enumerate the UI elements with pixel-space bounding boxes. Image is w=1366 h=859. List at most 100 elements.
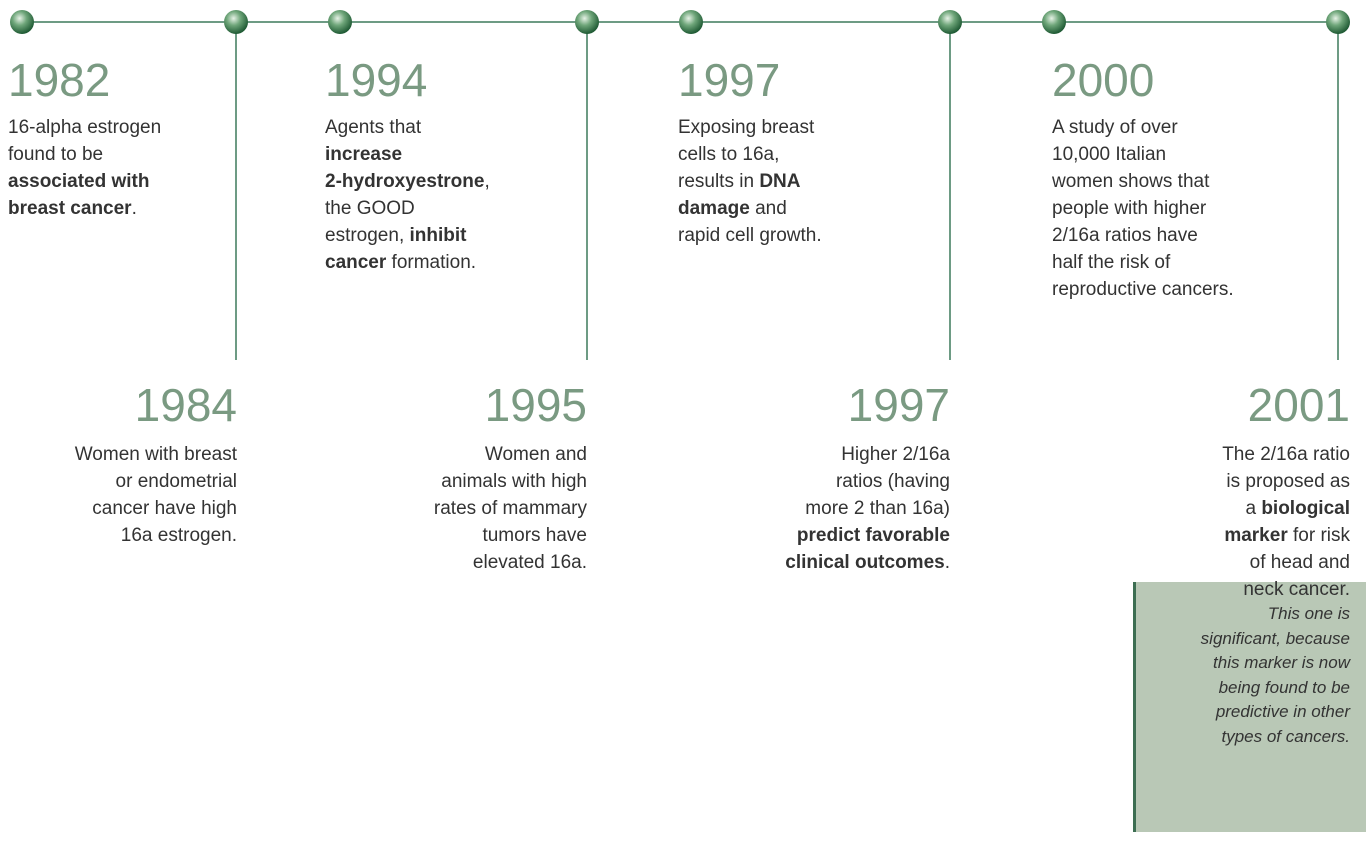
text: half the risk of [1052, 252, 1171, 273]
text-line: cells to 16a, [678, 141, 779, 168]
text-line: half the risk of [1052, 249, 1170, 276]
timeline-dot [224, 10, 248, 34]
text: . [131, 198, 137, 219]
bold-text: cancer [325, 252, 387, 273]
bold-text: increase [325, 144, 403, 165]
text: for risk [1287, 525, 1350, 546]
text-line: rates of mammary [434, 495, 587, 522]
text-line: 16-alpha estrogen [8, 114, 161, 141]
text-line: or endometrial [116, 468, 237, 495]
bold-text: clinical outcomes [785, 552, 945, 573]
bold-text: inhibit [409, 225, 467, 246]
text: more 2 than 16a) [805, 498, 950, 519]
text: . [944, 552, 950, 573]
bold-text: damage [678, 198, 750, 219]
text: A study of over [1052, 117, 1178, 138]
text: animals with high [441, 471, 587, 492]
text-line: Exposing breast [678, 114, 814, 141]
text-line: associated with [8, 168, 150, 195]
text: reproductive cancers. [1052, 279, 1234, 300]
text-line: animals with high [441, 468, 587, 495]
text: of head and [1249, 552, 1350, 573]
text: and [749, 198, 787, 219]
year: 2001 [1247, 379, 1350, 431]
text: tumors have [482, 525, 587, 546]
text-line: results in DNA [678, 168, 800, 195]
text: Agents that [325, 117, 422, 138]
text: Women with breast [74, 444, 237, 465]
text-line: Higher 2/16a [841, 441, 950, 468]
text-line: cancer formation. [325, 249, 476, 276]
text-line: tumors have [482, 522, 587, 549]
text-line: found to be [8, 141, 103, 168]
year: 1984 [134, 379, 237, 431]
year: 1982 [8, 54, 111, 106]
timeline-dot [938, 10, 962, 34]
text: elevated 16a. [472, 552, 587, 573]
year: 1997 [847, 379, 950, 431]
text-line: A study of over [1052, 114, 1178, 141]
text-line: reproductive cancers. [1052, 276, 1234, 303]
text-line: the GOOD [325, 195, 415, 222]
year: 2000 [1052, 54, 1155, 106]
note-line: This one is [1267, 604, 1350, 623]
text: found to be [8, 144, 104, 165]
timeline-dot [328, 10, 352, 34]
bold-text: DNA [759, 171, 801, 192]
text: ratios (having [835, 471, 950, 492]
year: 1994 [325, 54, 428, 106]
text: is proposed as [1226, 471, 1350, 492]
text-line: 10,000 Italian [1052, 141, 1166, 168]
text-line: increase [325, 141, 402, 168]
text-line: Agents that [325, 114, 421, 141]
text-line: 2/16a ratios have [1052, 222, 1198, 249]
text-line: cancer have high [92, 495, 237, 522]
text: The 2/16a ratio [1222, 444, 1350, 465]
text: formation. [386, 252, 477, 273]
text-line: is proposed as [1226, 468, 1350, 495]
text-line: Women with breast [75, 441, 237, 468]
text-line: of head and [1250, 549, 1350, 576]
timeline-dot [1326, 10, 1350, 34]
text: 16a estrogen. [120, 525, 237, 546]
bold-text: marker [1224, 525, 1288, 546]
bold-text: 2-hydroxyestrone [325, 171, 485, 192]
text: estrogen, [325, 225, 410, 246]
text: a [1245, 498, 1262, 519]
bold-text: predict favorable [796, 525, 950, 546]
text: cancer have high [92, 498, 237, 519]
text-line: predict favorable [797, 522, 950, 549]
text-line: ratios (having [836, 468, 950, 495]
text-line: marker for risk [1224, 522, 1350, 549]
text: cells to 16a, [678, 144, 780, 165]
year: 1995 [484, 379, 587, 431]
timeline-dot [10, 10, 34, 34]
text: Women and [484, 444, 587, 465]
bold-text: associated with [8, 171, 150, 192]
text: people with higher [1052, 198, 1207, 219]
note-line: this marker is now [1213, 653, 1350, 672]
text-line: women shows that [1052, 168, 1209, 195]
text: Higher 2/16a [841, 444, 950, 465]
bold-text: biological [1261, 498, 1350, 519]
note-box: This one is significant, because this mark… [1133, 582, 1366, 832]
text-line: The 2/16a ratio [1222, 441, 1350, 468]
text: rapid cell growth. [678, 225, 822, 246]
text-line: damage and [678, 195, 787, 222]
text-line: clinical outcomes. [785, 549, 950, 576]
timeline-dot [575, 10, 599, 34]
timeline-dot [679, 10, 703, 34]
text: 10,000 Italian [1052, 144, 1167, 165]
note-line: types of cancers. [1221, 726, 1350, 746]
text: , [484, 171, 490, 192]
text-line: Women and [485, 441, 587, 468]
text-line: 2-hydroxyestrone, [325, 168, 490, 195]
text-line: breast cancer. [8, 195, 137, 222]
text: results in [678, 171, 760, 192]
text-line: a biological [1245, 495, 1350, 522]
note-line: being found to be [1218, 677, 1350, 697]
text-line: more 2 than 16a) [805, 495, 950, 522]
text-line: neck cancer. [1243, 576, 1350, 603]
